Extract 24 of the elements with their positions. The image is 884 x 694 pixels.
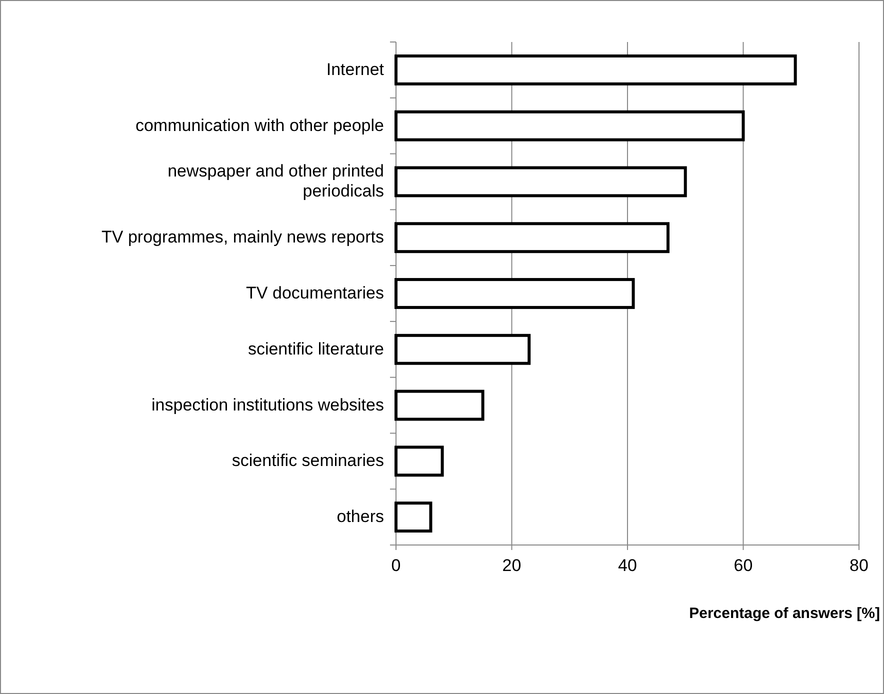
bar <box>394 390 484 421</box>
y-tick-label: inspection institutions websites <box>152 395 384 414</box>
bar <box>394 502 432 533</box>
bar <box>394 110 745 142</box>
bar <box>394 166 687 198</box>
x-tick-label: 80 <box>850 556 868 575</box>
bar <box>394 334 531 365</box>
x-tick-label: 40 <box>618 556 637 575</box>
y-tick-label: Internet <box>326 60 384 79</box>
bar <box>394 278 635 309</box>
y-tick-label: communication with other people <box>135 116 384 135</box>
x-tick-label: 60 <box>734 556 753 575</box>
bar <box>394 54 797 86</box>
x-tick-label: 20 <box>502 556 522 575</box>
bar <box>394 446 444 477</box>
y-tick-label: newspaper and other printed periodicals <box>168 162 384 201</box>
y-tick-label: TV documentaries <box>246 284 384 302</box>
y-tick-label: TV programmes, mainly news reports <box>102 228 384 247</box>
y-tick-label: scientific literature <box>248 339 384 358</box>
x-axis-title: Percentage of answers [%] <box>689 605 880 622</box>
y-tick-label: scientific seminaries <box>232 451 384 470</box>
y-tick-label: others <box>336 507 384 526</box>
x-tick-label: 0 <box>391 556 401 575</box>
bar <box>394 222 670 254</box>
